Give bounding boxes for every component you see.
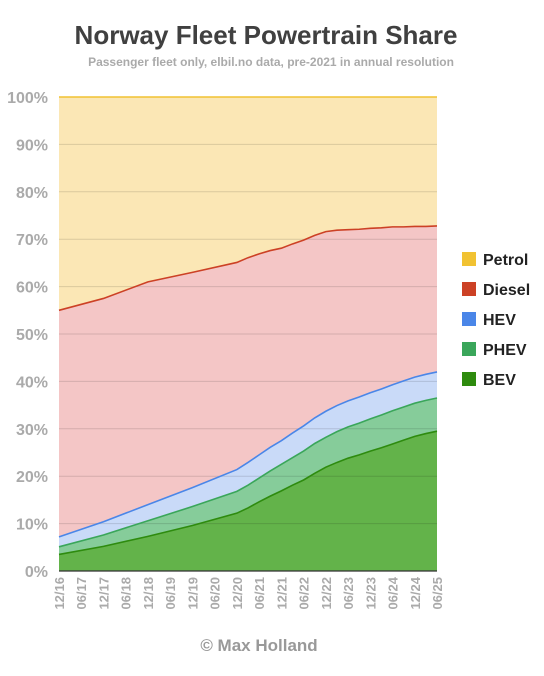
- area-bev: [59, 431, 437, 571]
- chart-subtitle: Passenger fleet only, elbil.no data, pre…: [88, 55, 454, 69]
- y-tick-label: 20%: [16, 469, 48, 486]
- x-tick-label: 06/20: [208, 577, 223, 610]
- x-tick-label: 12/21: [274, 577, 289, 610]
- legend-label: Diesel: [483, 282, 530, 299]
- x-tick-label: 06/18: [119, 577, 134, 610]
- line-phev: [58, 397, 438, 548]
- x-axis: 12/16 06/17 12/17 06/18 12/18 06/19 12/19 06/20…: [52, 576, 445, 609]
- x-tick-label: 06/17: [74, 577, 89, 610]
- y-tick-label: 10%: [16, 517, 48, 534]
- y-axis: 0% 10% 20% 30% 40% 50% 60% 70% 80% 90% 100%: [7, 90, 48, 581]
- x-tick-label: 12/22: [319, 577, 334, 610]
- y-tick-label: 90%: [16, 137, 48, 154]
- credit-text: © Max Holland: [200, 636, 318, 655]
- x-tick-label: 12/24: [408, 576, 423, 609]
- x-tick-label: 12/19: [185, 577, 200, 610]
- legend-label: BEV: [483, 372, 516, 389]
- legend-swatch: [462, 342, 476, 356]
- legend-swatch: [462, 372, 476, 386]
- y-tick-label: 40%: [16, 374, 48, 391]
- y-tick-label: 80%: [16, 185, 48, 202]
- y-tick-label: 50%: [16, 327, 48, 344]
- x-tick-label: 12/17: [97, 577, 112, 610]
- y-tick-label: 0%: [25, 564, 48, 581]
- line-hev: [58, 371, 438, 538]
- chart-title: Norway Fleet Powertrain Share: [74, 20, 458, 50]
- x-tick-label: 06/24: [386, 576, 401, 609]
- y-tick-label: 30%: [16, 422, 48, 439]
- legend: Petrol Diesel HEV PHEV BEV: [462, 252, 530, 389]
- x-tick-label: 06/22: [297, 577, 312, 610]
- line-bev: [58, 430, 438, 556]
- area-phev: [59, 397, 437, 555]
- area-petrol: [59, 97, 437, 311]
- x-tick-label: 06/25: [430, 577, 445, 610]
- legend-swatch: [462, 282, 476, 296]
- y-tick-label: 70%: [16, 232, 48, 249]
- legend-swatch: [462, 252, 476, 266]
- legend-label: HEV: [483, 312, 516, 329]
- legend-label: Petrol: [483, 252, 528, 269]
- legend-item-bev: BEV: [462, 372, 516, 389]
- legend-item-petrol: Petrol: [462, 252, 528, 269]
- legend-item-diesel: Diesel: [462, 282, 530, 299]
- series-areas: [59, 97, 437, 571]
- series-lines: [58, 96, 438, 556]
- y-tick-label: 60%: [16, 280, 48, 297]
- line-diesel: [58, 225, 438, 312]
- x-tick-label: 12/20: [230, 577, 245, 610]
- x-tick-label: 06/23: [341, 577, 356, 610]
- area-diesel: [59, 225, 437, 537]
- legend-item-hev: HEV: [462, 312, 516, 329]
- x-tick-label: 12/23: [363, 577, 378, 610]
- x-tick-label: 12/16: [52, 577, 67, 610]
- x-tick-label: 12/18: [141, 577, 156, 610]
- x-tick-label: 06/21: [252, 577, 267, 610]
- y-tick-label: 100%: [7, 90, 48, 107]
- legend-label: PHEV: [483, 342, 527, 359]
- legend-swatch: [462, 312, 476, 326]
- legend-item-phev: PHEV: [462, 342, 527, 359]
- x-tick-label: 06/19: [163, 577, 178, 610]
